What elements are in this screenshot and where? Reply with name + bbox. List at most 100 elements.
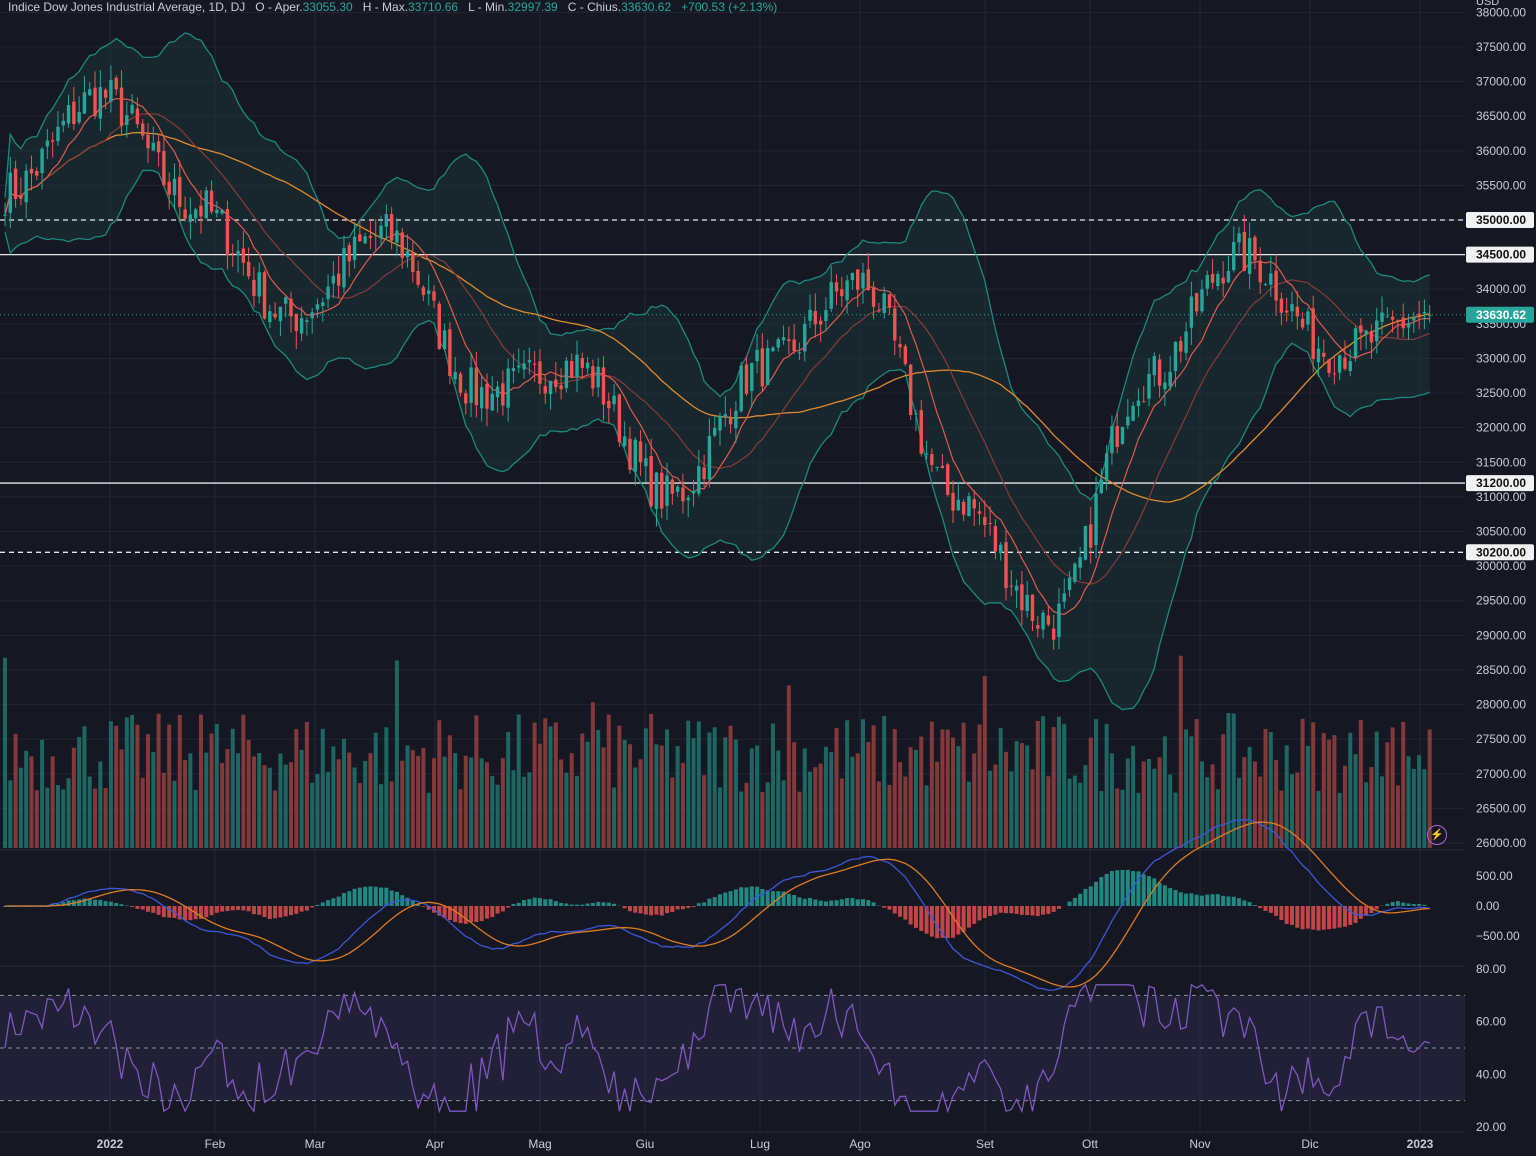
candle-body: [1173, 341, 1178, 372]
candle-body: [119, 87, 124, 126]
macd-hist-bar: [421, 906, 426, 907]
volume-bar: [1274, 760, 1279, 848]
macd-hist-bar: [1083, 888, 1088, 906]
volume-bar: [972, 753, 977, 848]
candle-body: [1014, 585, 1019, 591]
macd-hist-bar: [1078, 893, 1083, 906]
time-label: Lug: [750, 1137, 770, 1151]
candle-body: [1258, 260, 1262, 283]
ma-mid-line: [4, 113, 1430, 585]
macd-hist-bar: [670, 906, 675, 912]
volume-bar: [1189, 736, 1194, 848]
volume-bar: [246, 739, 251, 848]
macd-hist-bar: [262, 906, 267, 917]
price-tick-label: 32000.00: [1476, 421, 1526, 435]
macd-hist-bar: [363, 886, 368, 906]
candle-body: [1020, 584, 1024, 611]
volume-bar: [929, 721, 934, 848]
time-label: Ott: [1082, 1137, 1099, 1151]
candle-body: [601, 367, 606, 405]
candle-body: [29, 168, 34, 174]
level-tag-bg: [1466, 475, 1534, 492]
candle-body: [35, 171, 39, 176]
macd-hist-bar: [299, 906, 304, 912]
candle-body: [352, 236, 357, 261]
volume-bar: [1115, 788, 1120, 848]
macd-hist-bar: [410, 900, 415, 906]
macd-hist-bar: [379, 887, 384, 906]
macd-hist-bar: [1395, 901, 1400, 906]
macd-hist-bar: [373, 886, 378, 906]
macd-hist-bar: [484, 906, 489, 919]
candle-body: [141, 123, 145, 136]
candle-body: [580, 358, 584, 368]
lightning-icon[interactable]: ⚡: [1427, 825, 1447, 845]
volume-bar: [887, 784, 892, 848]
volume-bar: [1125, 758, 1130, 848]
candle-body: [284, 297, 288, 304]
macd-hist-bar: [781, 891, 786, 906]
candle-body: [1147, 373, 1151, 399]
open-value: 33055.30: [302, 0, 353, 14]
volume-bar: [225, 749, 230, 848]
level-tag-bg: [1466, 246, 1534, 263]
macd-hist-bar: [633, 906, 638, 913]
macd-hist-bar: [1263, 906, 1268, 911]
volume-bar: [956, 746, 961, 848]
volume-bar: [119, 749, 124, 848]
candle-body: [771, 347, 775, 352]
open-label: O - Aper.: [255, 0, 303, 14]
macd-hist-bar: [998, 906, 1003, 913]
macd-hist-bar: [638, 906, 643, 914]
candle-body: [818, 320, 823, 325]
candle-body: [395, 230, 399, 243]
candle-body: [1089, 524, 1093, 548]
candle-body: [750, 362, 754, 391]
volume-bar: [765, 782, 770, 848]
bollinger-band-fill: [5, 32, 1430, 710]
macd-hist-bar: [1157, 882, 1162, 906]
candle-body: [1322, 352, 1326, 357]
volume-bar: [744, 782, 749, 848]
volume-bar: [495, 784, 500, 848]
volume-bar: [1009, 771, 1014, 848]
candle-body: [331, 275, 336, 284]
candle-body: [1194, 293, 1199, 312]
macd-hist-bar: [749, 886, 754, 906]
volume-bar: [585, 741, 590, 848]
candle-body: [416, 270, 420, 285]
volume-bar: [93, 788, 98, 848]
volume-bar: [1337, 792, 1342, 848]
volume-bar: [951, 737, 956, 848]
macd-hist-bar: [146, 906, 150, 912]
macd-hist-bar: [972, 906, 977, 924]
macd-hist-bar: [808, 897, 813, 906]
candle-body: [1216, 274, 1220, 287]
bb-upper-line: [4, 32, 1430, 501]
macd-hist-bar: [1327, 906, 1332, 930]
candle-body: [241, 248, 246, 263]
volume-bar: [416, 755, 421, 848]
candle-body: [988, 523, 992, 525]
candle-body: [1232, 241, 1236, 271]
candle-body: [564, 360, 569, 389]
macd-hist-bar: [580, 904, 585, 906]
volume-bar: [935, 761, 940, 848]
macd-hist-bar: [744, 887, 749, 906]
signal-line: [5, 821, 1430, 988]
volume-bar: [151, 752, 156, 848]
candle-body: [204, 190, 208, 219]
volume-bar: [548, 726, 553, 848]
macd-hist-bar: [87, 898, 92, 906]
candle-body: [628, 438, 632, 470]
candle-body: [1062, 593, 1066, 602]
volume-bar: [1369, 767, 1374, 848]
macd-hist-bar: [183, 906, 188, 921]
macd-hist-bar: [1094, 881, 1099, 906]
macd-hist-bar: [1041, 906, 1046, 915]
candle-body: [834, 282, 839, 292]
volume-bar: [543, 718, 548, 848]
macd-hist-bar: [1390, 902, 1395, 906]
candle-body: [1163, 382, 1167, 390]
